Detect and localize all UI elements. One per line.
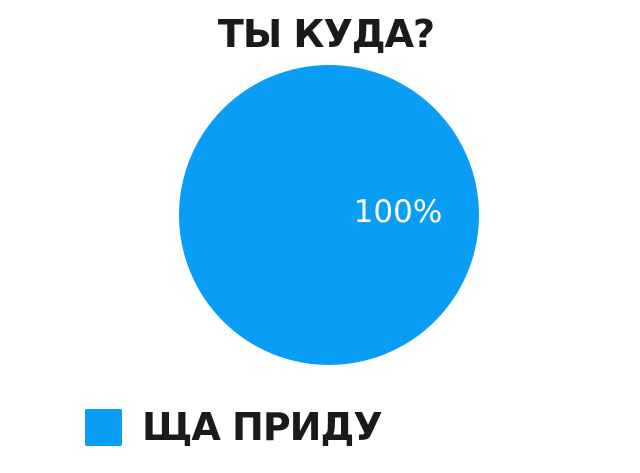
legend-label: ЩА ПРИДУ [142,405,383,449]
legend-swatch [85,408,122,446]
chart-title: ТЫ КУДА? [217,12,435,56]
slice-label: 100% [354,194,443,230]
pie-slice [179,65,479,365]
legend: ЩА ПРИДУ [85,405,383,449]
